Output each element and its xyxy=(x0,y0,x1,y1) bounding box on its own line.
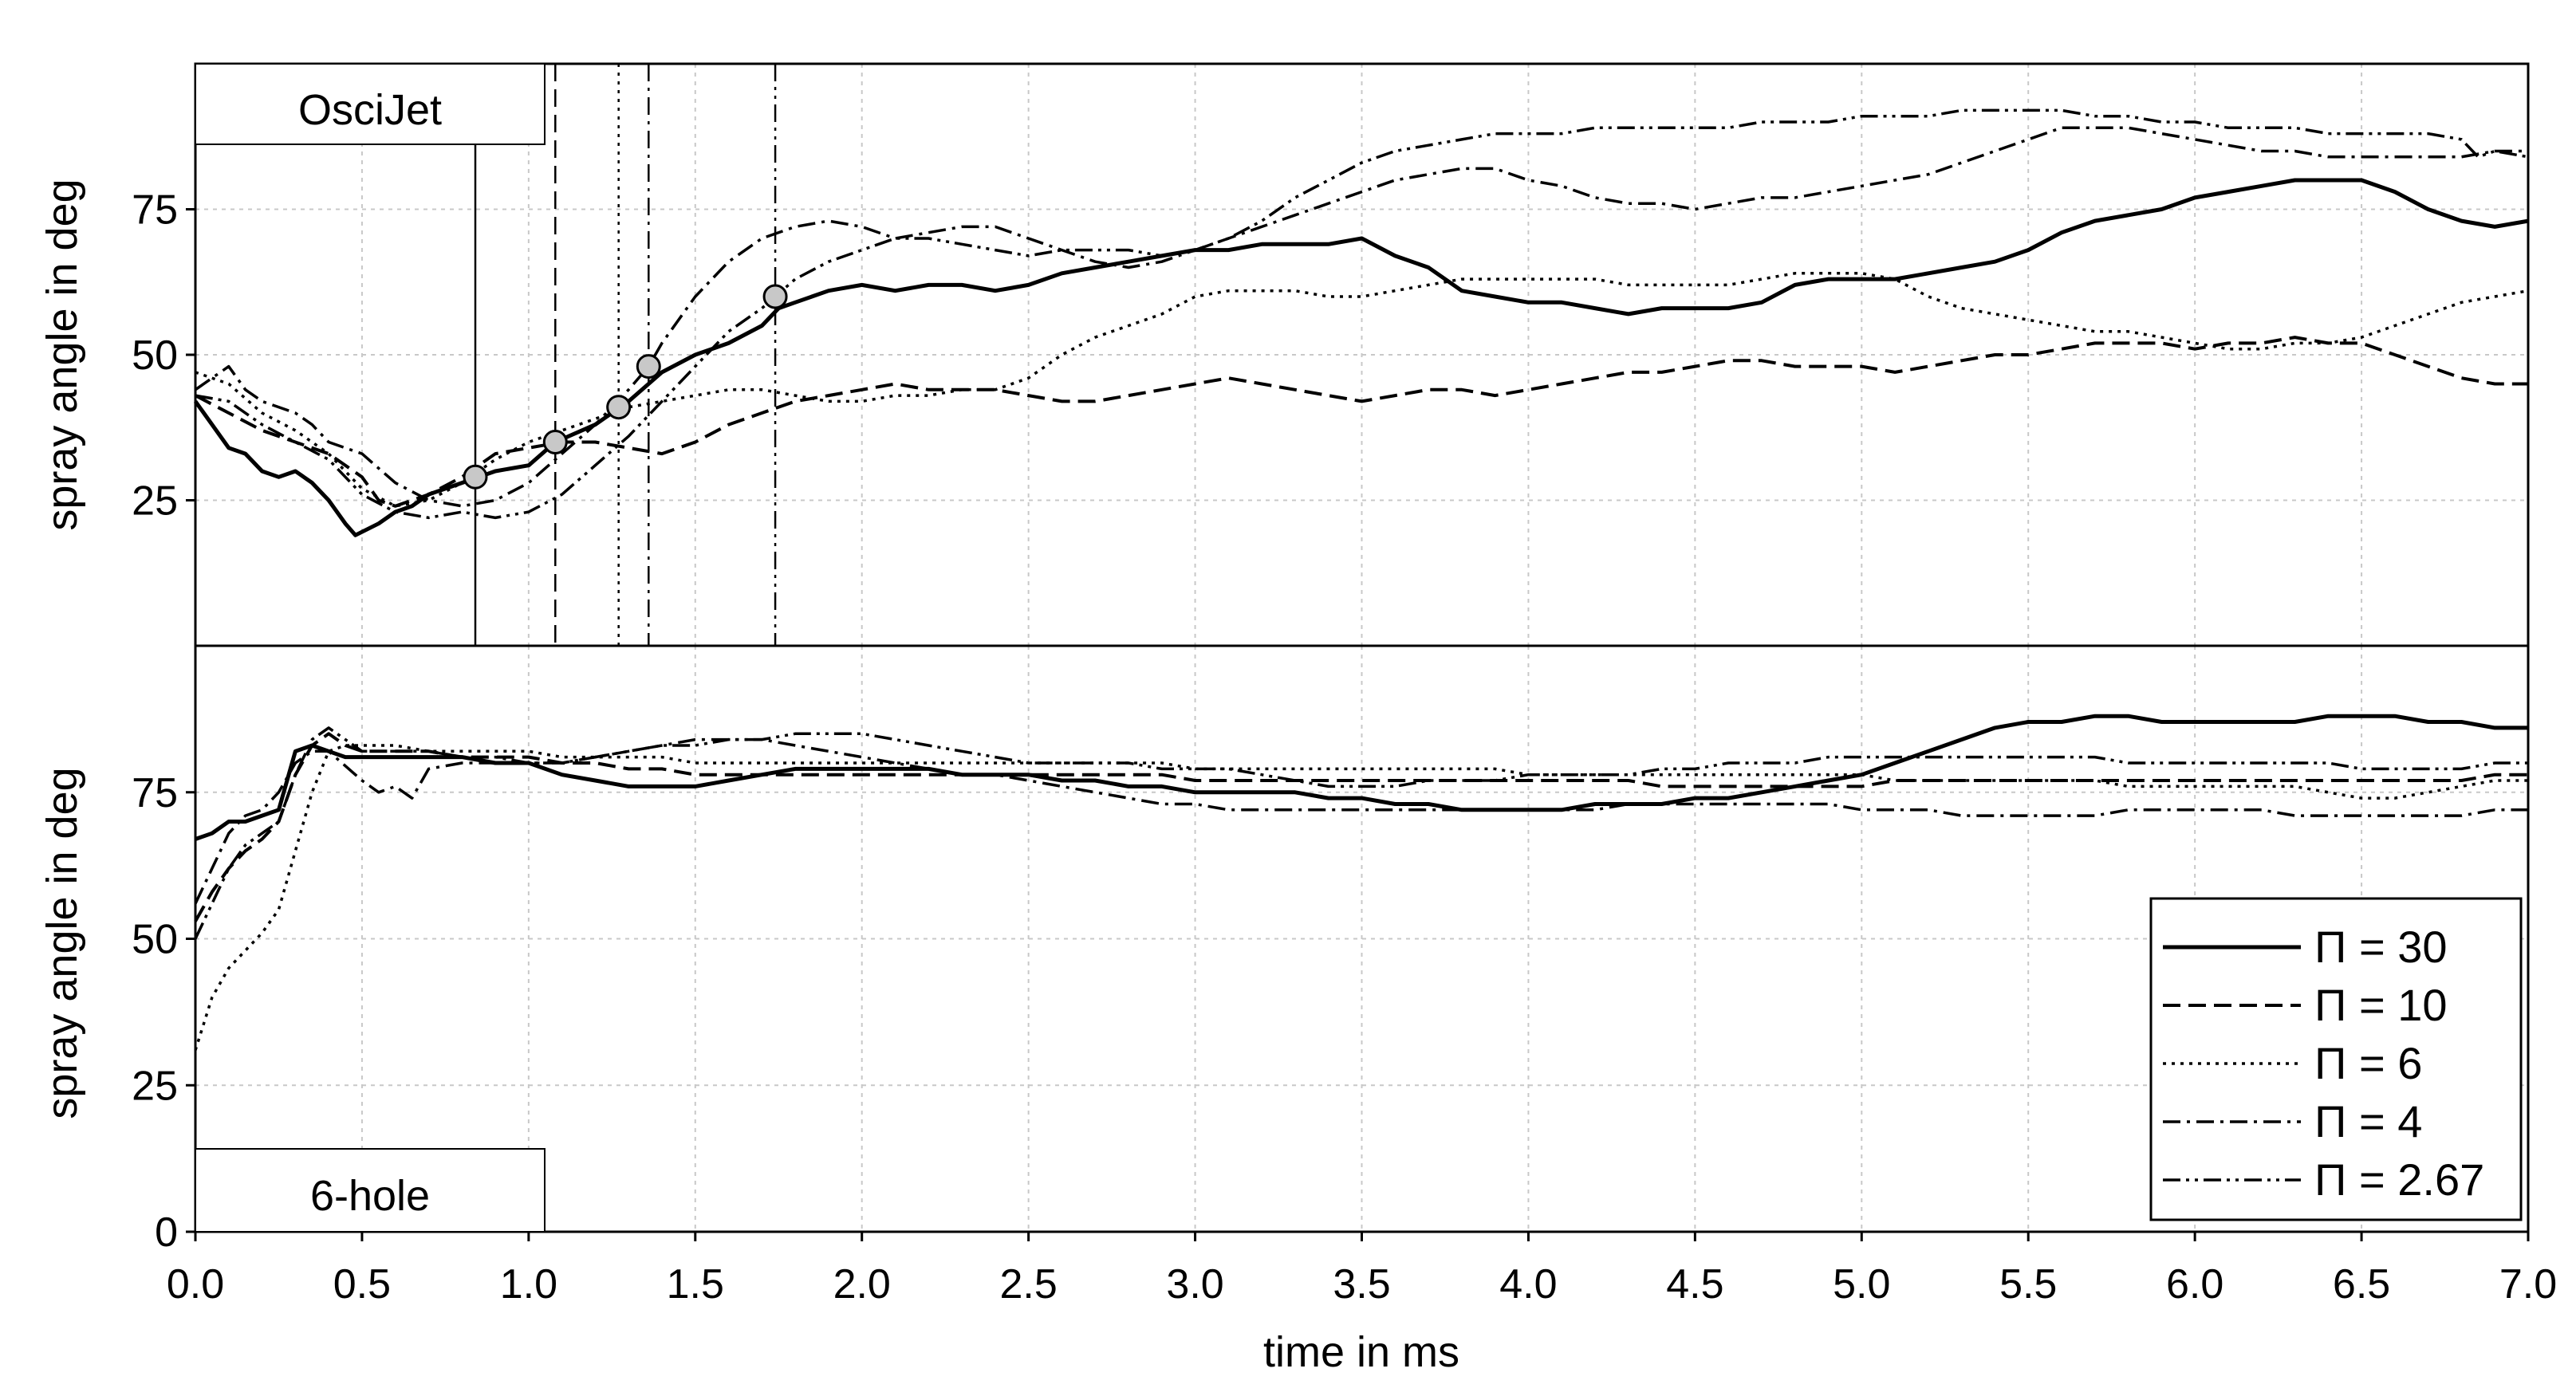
six-hole-series-2_67 xyxy=(194,726,2528,940)
x-tick-label: 3.5 xyxy=(1333,1261,1390,1308)
x-tick-label: 4.5 xyxy=(1666,1261,1723,1308)
legend-label-6: Π = 6 xyxy=(2314,1038,2422,1088)
oscijet-marker-point-4 xyxy=(636,354,661,379)
legend: Π = 30 Π = 10 Π = 6 Π = 4 Π = 2.67 xyxy=(2149,897,2523,1221)
six-hole-series-4 xyxy=(194,737,2528,905)
x-tick-label: 0.5 xyxy=(333,1261,391,1308)
oscijet-markers xyxy=(463,284,788,490)
x-tick-label: 1.0 xyxy=(500,1261,557,1308)
six-hole-panel-label: 6-hole xyxy=(310,1172,430,1220)
oscijet-marker-lines xyxy=(474,64,777,646)
oscijet-series-30 xyxy=(193,178,2529,537)
x-tick-label: 0.0 xyxy=(167,1261,224,1308)
oscijet-y-ticks: 25 50 75 xyxy=(132,187,195,525)
x-tick-label: 3.0 xyxy=(1166,1261,1223,1308)
oscijet-series-4 xyxy=(194,126,2528,508)
six-hole-y-ticks: 0 25 50 75 xyxy=(132,770,195,1256)
x-axis-ticks: 0.0 0.5 1.0 1.5 2.0 2.5 3.0 3.5 4.0 4.5 5.0 5.5 6.0 6… xyxy=(167,1232,2557,1308)
oscijet-y-tick-label: 75 xyxy=(132,187,178,234)
oscijet-y-tick-label: 25 xyxy=(132,478,178,525)
legend-label-30: Π = 30 xyxy=(2314,922,2448,972)
y-axis-title-top: spray angle in deg xyxy=(38,179,86,530)
x-tick-label: 6.5 xyxy=(2333,1261,2390,1308)
x-tick-label: 1.5 xyxy=(667,1261,724,1308)
oscijet-marker-point-30 xyxy=(463,464,488,490)
six-hole-y-tick-label: 25 xyxy=(132,1063,178,1109)
x-tick-label: 2.5 xyxy=(999,1261,1057,1308)
y-axis-title-bottom: spray angle in deg xyxy=(38,767,86,1119)
oscijet-marker-point-6 xyxy=(606,395,632,420)
x-axis-title: time in ms xyxy=(1263,1328,1459,1376)
six-hole-series-30 xyxy=(195,714,2528,841)
six-hole-y-tick-label: 50 xyxy=(132,917,178,963)
x-tick-label: 4.0 xyxy=(1499,1261,1557,1308)
oscijet-panel: OsciJet 25 50 75 xyxy=(132,62,2530,647)
oscijet-marker-point-10 xyxy=(542,430,568,454)
oscijet-panel-label-box: OsciJet xyxy=(195,63,546,145)
oscijet-series-2_67 xyxy=(195,108,2529,520)
six-hole-y-tick-label: 75 xyxy=(132,770,178,816)
legend-label-2_67: Π = 2.67 xyxy=(2314,1154,2484,1205)
six-hole-series xyxy=(194,714,2528,1051)
six-hole-series-10 xyxy=(194,732,2528,922)
oscijet-panel-label: OsciJet xyxy=(298,86,442,134)
x-tick-label: 2.0 xyxy=(833,1261,891,1308)
legend-label-4: Π = 4 xyxy=(2314,1096,2422,1146)
six-hole-grid xyxy=(195,646,2528,1232)
legend-label-10: Π = 10 xyxy=(2314,980,2448,1030)
x-tick-label: 5.5 xyxy=(1999,1261,2057,1308)
six-hole-panel-label-box: 6-hole xyxy=(195,1148,546,1233)
x-tick-label: 6.0 xyxy=(2166,1261,2223,1308)
x-tick-label: 5.0 xyxy=(1833,1261,1890,1308)
x-tick-label: 7.0 xyxy=(2499,1261,2557,1308)
oscijet-marker-point-2_67 xyxy=(762,284,788,309)
six-hole-y-tick-label: 0 xyxy=(155,1209,178,1256)
oscijet-y-tick-label: 50 xyxy=(132,332,178,379)
legend-box xyxy=(2149,897,2523,1221)
